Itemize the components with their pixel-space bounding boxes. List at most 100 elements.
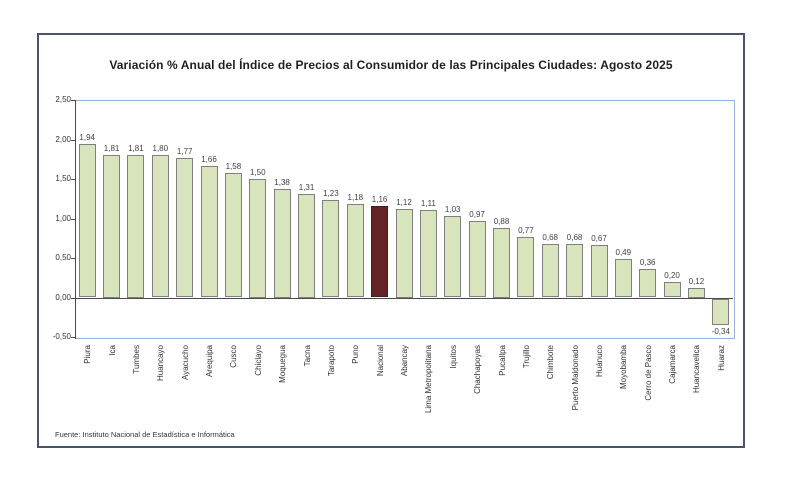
chart-title: Variación % Anual del Índice de Precios … [109,58,673,72]
bar-value-label: 0,97 [469,209,485,219]
chart-frame: Variación % Anual del Índice de Precios … [37,33,745,448]
bar [127,154,145,298]
bar-value-label: 1,77 [176,146,193,156]
bar [614,258,632,298]
bar-value-label: 0,67 [591,233,607,243]
x-axis-label: Puerto Maldonado [570,345,580,411]
x-axis-label: Chachapoyas [473,345,483,394]
x-axis-label: Chiclayo [253,345,263,376]
x-axis-label: Pucallpa [497,345,507,376]
x-axis-label: Cerro de Pasco [643,345,653,401]
bar [590,244,608,298]
bar [566,243,584,298]
bar-value-label: 1,81 [103,143,120,153]
bar-value-label: 0,36 [639,258,656,268]
source-note: Fuente: Instituto Nacional de Estadístic… [55,430,235,439]
bar-value-label: 1,23 [323,189,339,199]
bar [687,288,705,298]
bar-value-label: 1,38 [274,177,290,187]
x-axis-label: Huánuco [595,345,604,378]
bar [419,209,437,298]
x-axis-label: Tumbes [131,345,141,374]
x-axis-label: Chimbote [546,345,556,380]
x-axis-label: Trujillo [521,345,531,369]
bar [712,298,730,326]
y-tick-label: 1,50 [55,174,71,183]
y-tick-label: 1,00 [55,213,71,223]
x-axis-label: Ayacucho [180,345,190,380]
bar-value-label: 1,31 [298,183,315,192]
y-tick-mark [71,297,75,299]
bar-value-label: 1,12 [396,198,412,207]
x-axis-label: Tacna [302,345,312,367]
bar [663,281,681,298]
y-tick-mark [71,139,75,141]
x-axis-label: Cusco [229,345,239,368]
x-axis-label: Huancavelica [692,345,702,394]
x-axis-label: Huancayo [156,345,166,382]
bar [151,155,169,298]
bar [322,200,340,298]
bar [395,209,413,298]
bar [444,216,462,298]
bar [78,144,96,298]
x-axis-label: Ica [107,345,117,356]
x-axis-label: Tarapoto [326,345,336,377]
bar-value-label: 1,66 [201,155,217,165]
x-axis-zero-line [75,298,733,299]
bar-value-label: 1,94 [79,133,95,143]
bar [468,220,486,298]
y-tick-label: 2,00 [55,134,71,144]
y-tick-mark [71,337,75,338]
x-axis-label: Piura [83,345,93,364]
bar [541,243,559,298]
bar [346,204,364,298]
y-tick-label: 0,50 [55,253,71,262]
y-tick-mark [71,100,75,101]
bar-value-label: 1,11 [420,198,436,208]
bar-value-label: 1,58 [225,161,242,171]
y-tick-mark [71,218,75,220]
bar [517,236,535,298]
bar [249,179,267,298]
y-tick-mark [71,258,75,259]
y-tick-label: 0,00 [55,292,71,302]
bar [273,188,291,298]
bar-value-label: 0,68 [542,232,558,242]
bar-value-label: 0,77 [518,225,534,235]
bar-value-label: 1,80 [152,144,169,154]
bar-value-label: 1,03 [444,205,461,215]
x-axis-label: Arequipa [205,345,214,378]
bar [493,228,510,298]
bar [224,172,242,298]
bar-value-label: 1,81 [128,143,144,153]
x-axis-label: Puno [351,345,361,364]
x-axis-label: Cajamarca [668,345,678,384]
bar-value-label: 0,68 [566,232,583,242]
bar-value-label: 0,20 [664,270,680,280]
bar-value-label: 1,50 [250,168,266,177]
bar-value-label: 0,88 [493,217,510,226]
x-axis-label: Huaraz [716,345,726,371]
x-axis-label: Moquegua [278,345,288,383]
x-axis-label: Iquitos [448,345,458,369]
bar [639,269,657,298]
y-tick-mark [71,179,75,180]
bar [176,157,194,298]
y-tick-label: -0,50 [52,332,71,341]
bar-value-label: 0,49 [615,247,632,257]
bar-value-label: 0,12 [688,277,705,286]
x-axis-label: Moyobamba [619,345,629,390]
x-axis-label: Nacional [375,345,385,377]
bar-value-label: 1,18 [347,193,364,203]
y-tick-label: 2,50 [55,95,71,104]
bar-value-label: 1,16 [371,194,388,204]
y-axis-line [75,100,76,339]
x-axis-label: Abancay [400,345,409,377]
bar [298,194,315,298]
bar [103,154,121,298]
bar-highlight-nacional [371,205,389,298]
x-axis-label: Lima Metropolitana [424,345,434,414]
bar-value-label: -0,34 [711,327,730,337]
bar [200,166,218,298]
